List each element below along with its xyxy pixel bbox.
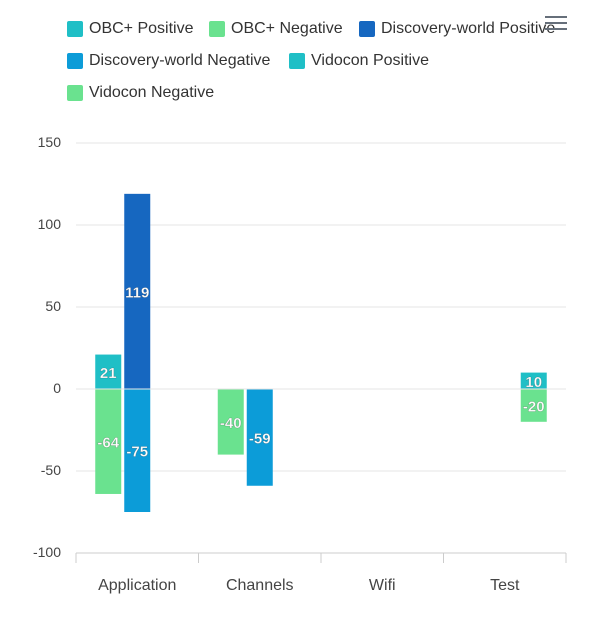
- bar: [217, 389, 244, 455]
- bar: [95, 354, 122, 389]
- data-label: 21: [100, 365, 117, 382]
- x-tick-label: Channels: [226, 577, 294, 594]
- legend-swatch: [67, 53, 83, 69]
- legend-item[interactable]: OBC+ Positive: [67, 20, 193, 38]
- y-tick-label: 100: [38, 216, 62, 232]
- bar: [124, 193, 151, 389]
- legend-swatch: [289, 53, 305, 69]
- legend-swatch: [209, 21, 225, 37]
- data-label: -59: [249, 430, 271, 447]
- legend-item[interactable]: OBC+ Negative: [209, 20, 343, 38]
- y-tick-label: 50: [45, 298, 61, 314]
- y-tick-label: -50: [41, 462, 61, 478]
- legend-item[interactable]: Vidocon Positive: [289, 52, 429, 70]
- bar: [520, 372, 547, 389]
- legend-label: Vidocon Positive: [311, 52, 429, 69]
- y-tick-label: 0: [53, 380, 61, 396]
- bar: [520, 389, 547, 422]
- legend-item[interactable]: Discovery-world Positive: [359, 20, 555, 38]
- legend-label: Discovery-world Negative: [89, 52, 271, 69]
- hamburger-menu-icon[interactable]: [545, 16, 567, 32]
- data-label: -64: [97, 434, 119, 451]
- x-tick-label: Test: [490, 577, 520, 594]
- bar: [124, 389, 151, 512]
- y-tick-label: 150: [38, 134, 62, 150]
- x-tick-label: Application: [98, 577, 176, 594]
- legend-label: Vidocon Negative: [89, 84, 215, 101]
- data-label: -75: [126, 444, 148, 461]
- data-label: 119: [125, 284, 149, 301]
- legend-swatch: [359, 21, 375, 37]
- legend-item[interactable]: Vidocon Negative: [67, 84, 214, 102]
- legend-label: OBC+ Negative: [231, 20, 343, 37]
- x-tick-label: Wifi: [369, 577, 396, 594]
- legend-swatch: [67, 85, 83, 101]
- y-tick-label: -100: [33, 544, 61, 560]
- data-label: 10: [525, 374, 542, 391]
- bar: [246, 389, 273, 486]
- legend-item[interactable]: Discovery-world Negative: [67, 52, 270, 70]
- legend-swatch: [67, 21, 83, 37]
- data-label: -20: [523, 398, 545, 415]
- data-label: -40: [220, 415, 242, 432]
- legend-label: OBC+ Positive: [89, 20, 194, 37]
- bar: [95, 389, 122, 494]
- legend-label: Discovery-world Positive: [381, 20, 556, 37]
